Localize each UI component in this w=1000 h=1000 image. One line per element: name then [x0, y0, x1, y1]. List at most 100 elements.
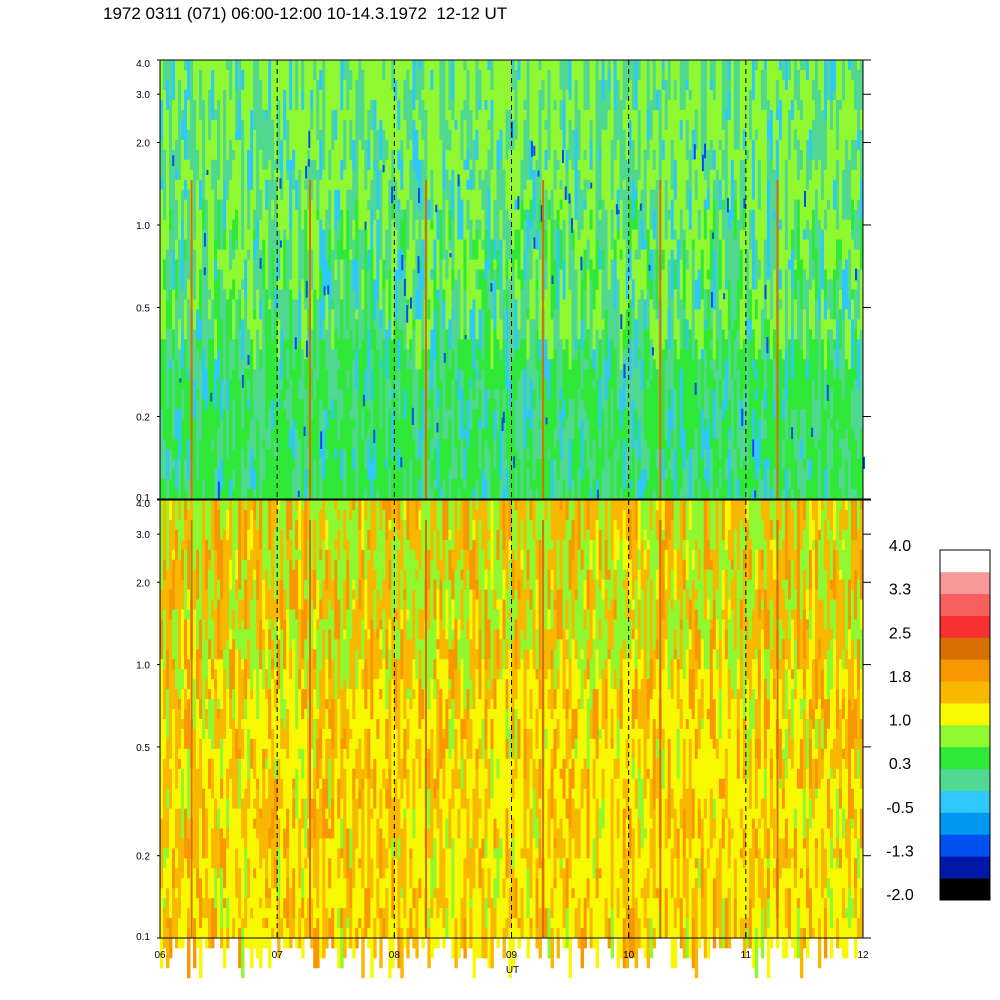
bottom-heatmap-cell — [289, 559, 293, 610]
top-heatmap-fleck — [791, 427, 794, 440]
top-heatmap-cell — [220, 319, 224, 360]
bottom-heatmap-cell — [319, 908, 323, 929]
bottom-heatmap-cell — [181, 539, 185, 551]
top-heatmap-cell — [568, 289, 572, 300]
top-heatmap-cell — [166, 199, 170, 221]
top-heatmap-cell — [247, 439, 251, 490]
bottom-heatmap-cell — [193, 768, 197, 800]
top-heatmap-cell — [457, 399, 461, 440]
top-heatmap-cell — [490, 189, 494, 240]
top-heatmap-cell — [835, 389, 840, 420]
top-heatmap-cell — [487, 269, 491, 310]
top-heatmap-cell — [361, 149, 365, 161]
top-heatmap-cell — [427, 349, 431, 370]
top-heatmap-cell — [379, 429, 383, 470]
bottom-heatmap-cell — [367, 629, 371, 640]
bottom-heatmap-cell — [361, 738, 365, 770]
bottom-heatmap-cell — [259, 868, 263, 899]
bottom-heatmap-cell — [241, 559, 245, 600]
top-heatmap-cell — [169, 119, 173, 161]
top-heatmap-cell — [853, 489, 858, 500]
top-heatmap-cell — [574, 359, 578, 380]
top-heatmap-cell — [631, 399, 636, 450]
top-heatmap-cell — [211, 259, 215, 300]
bottom-heatmap-cell — [217, 500, 221, 511]
top-heatmap-cell — [355, 129, 359, 151]
top-heatmap-cell — [640, 109, 645, 131]
top-heatmap-cell — [832, 489, 837, 500]
top-heatmap-cell — [586, 329, 591, 340]
top-heatmap-cell — [283, 229, 287, 240]
top-heatmap-cell — [208, 319, 212, 340]
top-heatmap-cell — [751, 199, 756, 211]
top-heatmap-cell — [673, 419, 678, 450]
top-heatmap-cell — [460, 479, 464, 510]
bottom-heatmap-cell — [238, 589, 242, 600]
top-heatmap-cell — [820, 399, 825, 430]
top-heatmap-cell — [523, 119, 527, 161]
top-heatmap-cell — [637, 399, 642, 420]
top-heatmap-cell — [475, 339, 479, 360]
bottom-heatmap-cell — [241, 599, 245, 620]
top-heatmap-cell — [358, 269, 362, 290]
top-heatmap-cell — [796, 139, 801, 181]
top-heatmap-cell — [358, 229, 362, 240]
top-heatmap-cell — [601, 369, 606, 410]
bottom-heatmap-cell — [184, 798, 188, 809]
top-heatmap-cell — [730, 419, 735, 450]
top-heatmap-cell — [370, 289, 374, 340]
bottom-heatmap-cell — [301, 918, 305, 929]
bottom-heatmap-cell — [313, 549, 317, 571]
bottom-heatmap-cell — [247, 559, 251, 610]
top-heatmap-cell — [694, 419, 699, 430]
top-heatmap-cell — [448, 269, 452, 320]
top-heatmap-cell — [277, 279, 281, 290]
top-heatmap-cell — [535, 60, 539, 101]
top-heatmap-cell — [355, 249, 359, 260]
top-heatmap-cell — [472, 139, 476, 191]
top-heatmap-cell — [832, 109, 837, 131]
top-heatmap-cell — [667, 349, 672, 390]
top-heatmap-cell — [556, 479, 560, 490]
top-heatmap-cell — [499, 60, 503, 101]
bottom-heatmap-cell — [400, 828, 404, 839]
top-heatmap-cell — [178, 409, 182, 460]
bottom-heatmap-cell — [349, 519, 353, 571]
top-heatmap-cell — [472, 489, 476, 500]
top-heatmap-cell — [589, 319, 594, 360]
top-heatmap-cell — [514, 299, 518, 350]
bottom-heatmap-cell — [343, 748, 347, 770]
top-heatmap-cell — [727, 449, 732, 500]
top-heatmap-cell — [175, 299, 179, 340]
top-heatmap-cell — [526, 89, 530, 131]
top-heatmap-cell — [730, 329, 735, 360]
top-heatmap-cell — [355, 319, 359, 350]
bottom-heatmap-cell — [193, 659, 197, 680]
top-heatmap-cell — [661, 349, 666, 380]
bottom-heatmap-cell — [220, 659, 224, 700]
top-heatmap-cell — [742, 269, 747, 290]
top-heatmap-cell — [745, 429, 750, 440]
bottom-heatmap-cell — [169, 619, 173, 670]
bottom-heatmap-cell — [253, 808, 257, 819]
top-heatmap-cell — [781, 219, 786, 260]
top-heatmap-cell — [571, 399, 575, 440]
top-heatmap-cell — [472, 409, 476, 440]
top-heatmap-fleck — [855, 268, 857, 281]
top-heatmap-cell — [598, 469, 603, 500]
bottom-heatmap-cell — [319, 599, 323, 620]
bottom-heatmap-cell — [358, 858, 362, 869]
bottom-heatmap-cell — [229, 719, 233, 730]
top-heatmap-cell — [340, 109, 344, 121]
bottom-heatmap-cell — [214, 868, 218, 909]
top-heatmap-cell — [199, 129, 203, 181]
top-heatmap-cell — [331, 179, 335, 201]
top-heatmap-cell — [259, 399, 263, 420]
bottom-heatmap-cell — [403, 589, 407, 600]
top-heatmap-cell — [763, 389, 768, 410]
top-heatmap-cell — [250, 229, 254, 270]
bottom-heatmap-cell — [289, 609, 293, 630]
bottom-heatmap-cell — [271, 579, 275, 630]
top-heatmap-cell — [349, 299, 353, 330]
top-heatmap-cell — [463, 329, 467, 350]
